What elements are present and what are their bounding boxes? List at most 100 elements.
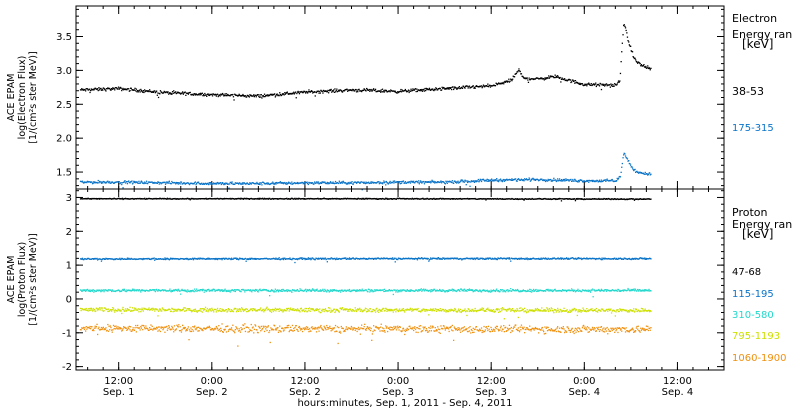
data-point: [423, 183, 426, 185]
data-point: [529, 290, 531, 293]
data-point: [532, 257, 535, 259]
data-point: [304, 289, 306, 291]
data-point: [107, 181, 110, 183]
data-point: [165, 257, 167, 260]
data-point: [88, 309, 91, 311]
data-point: [491, 258, 493, 260]
data-point: [194, 182, 196, 184]
data-point: [546, 198, 548, 200]
data-point: [503, 81, 505, 83]
data-point: [598, 84, 600, 86]
data-point: [120, 258, 122, 260]
data-point: [614, 83, 616, 85]
data-point: [128, 309, 130, 311]
data-point: [106, 289, 108, 292]
data-point: [162, 289, 164, 291]
data-point: [621, 198, 623, 200]
data-point: [643, 64, 645, 66]
data-point: [465, 184, 467, 186]
data-point: [478, 181, 480, 183]
data-point: [596, 198, 598, 200]
data-point: [541, 198, 543, 200]
data-point: [485, 258, 488, 260]
data-point: [518, 198, 521, 200]
data-point: [432, 180, 434, 182]
data-point: [397, 91, 400, 94]
data-point: [370, 290, 372, 292]
data-point: [420, 181, 422, 183]
data-point: [235, 257, 237, 259]
data-point: [242, 93, 244, 96]
data-point: [134, 198, 136, 200]
data-point: [617, 178, 619, 181]
data-point: [293, 258, 295, 260]
data-point: [325, 182, 327, 185]
data-point: [595, 258, 597, 261]
data-point: [631, 198, 633, 200]
data-point: [547, 178, 549, 181]
data-point: [123, 289, 125, 291]
data-point: [395, 291, 397, 293]
data-point: [208, 290, 210, 292]
data-point: [211, 93, 213, 95]
data-point: [529, 257, 531, 260]
data-point: [194, 198, 196, 200]
data-point: [393, 258, 395, 260]
data-point: [635, 59, 637, 61]
data-point: [568, 198, 570, 200]
data-point: [226, 289, 228, 292]
data-point: [492, 198, 495, 200]
data-point: [363, 88, 365, 90]
data-point: [216, 93, 219, 95]
data-point: [371, 182, 373, 184]
data-point: [408, 290, 410, 292]
data-point: [539, 179, 541, 181]
data-point: [610, 180, 612, 182]
data-point: [211, 198, 213, 200]
data-point: [506, 81, 509, 83]
data-point: [195, 290, 197, 292]
data-point: [416, 258, 418, 260]
data-point: [229, 258, 231, 260]
data-point: [400, 198, 403, 200]
data-point: [176, 289, 178, 291]
data-point: [352, 257, 354, 259]
data-point: [131, 180, 133, 182]
data-point: [609, 290, 611, 292]
data-point: [265, 289, 268, 291]
data-point: [383, 90, 385, 92]
data-point: [255, 258, 257, 260]
data-point: [603, 290, 605, 292]
data-point: [319, 290, 321, 292]
data-point: [271, 93, 273, 95]
data-point: [646, 67, 648, 69]
data-point: [429, 180, 431, 183]
data-point: [402, 257, 405, 259]
data-point: [636, 170, 638, 172]
data-point: [200, 94, 202, 96]
data-point: [178, 92, 180, 94]
data-point: [286, 91, 288, 93]
data-point: [263, 288, 265, 291]
data-point: [216, 181, 219, 184]
data-point: [120, 87, 122, 89]
data-point: [136, 91, 138, 93]
data-point: [242, 197, 244, 200]
data-point: [235, 182, 237, 184]
data-point: [205, 183, 207, 185]
data-point: [201, 290, 203, 292]
data-point: [104, 88, 106, 90]
data-point: [347, 258, 349, 260]
data-point: [166, 91, 168, 93]
data-point: [614, 258, 616, 260]
data-point: [126, 289, 128, 291]
data-point: [108, 310, 110, 312]
data-point: [83, 182, 85, 184]
data-point: [171, 93, 173, 95]
data-point: [221, 259, 223, 261]
data-point: [313, 183, 315, 185]
data-point: [182, 197, 184, 200]
data-point: [134, 181, 136, 183]
data-point: [537, 198, 539, 200]
data-point: [166, 181, 169, 183]
